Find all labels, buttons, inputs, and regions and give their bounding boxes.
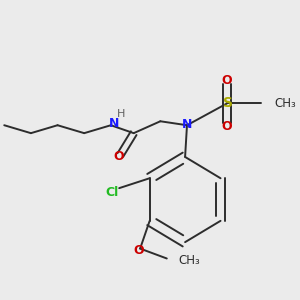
Text: O: O (222, 120, 232, 133)
Text: O: O (222, 74, 232, 87)
Text: N: N (182, 118, 192, 131)
Text: CH₃: CH₃ (274, 97, 296, 110)
Text: CH₃: CH₃ (178, 254, 200, 267)
Text: O: O (133, 244, 143, 257)
Text: S: S (223, 96, 233, 110)
Text: N: N (109, 117, 119, 130)
Text: H: H (117, 109, 125, 119)
Text: O: O (113, 150, 124, 164)
Text: Cl: Cl (105, 186, 118, 199)
